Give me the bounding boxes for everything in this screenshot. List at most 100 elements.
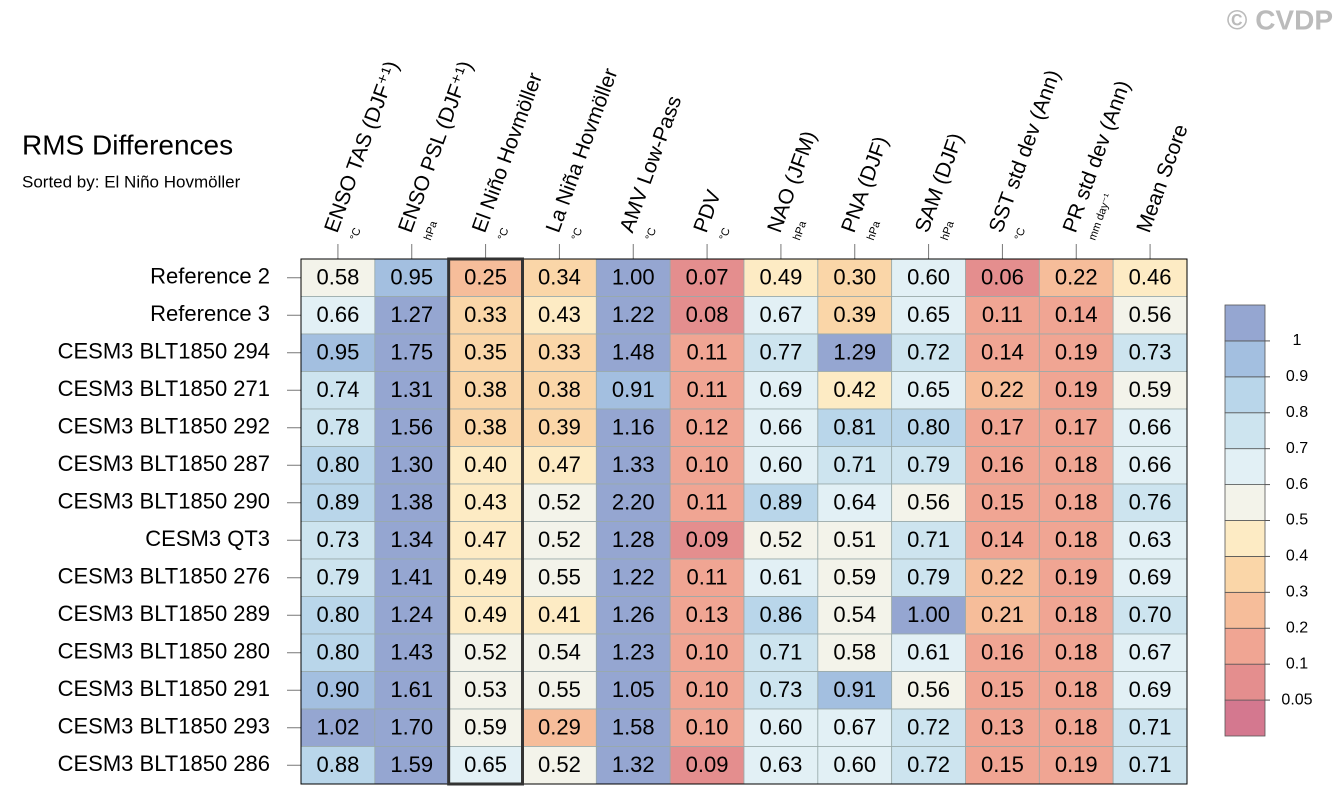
heatmap-cell — [595, 408, 671, 447]
cell-value: 0.52 — [464, 640, 507, 665]
cell-value: 0.10 — [686, 715, 729, 740]
cell-value: 0.69 — [1129, 677, 1172, 702]
row-label: CESM3 BLT1850 276 — [58, 564, 270, 589]
cell-value: 0.34 — [538, 265, 581, 290]
cell-value: 0.58 — [833, 640, 876, 665]
cell-value: 0.47 — [538, 452, 581, 477]
cell-value: 0.79 — [907, 565, 950, 590]
cell-value: 0.11 — [686, 377, 727, 402]
cell-value: 0.29 — [538, 715, 581, 740]
heatmap-cell — [965, 708, 1040, 747]
cell-value: 1.27 — [390, 302, 433, 327]
heatmap-cell — [669, 333, 745, 372]
heatmap-cell — [817, 671, 893, 710]
cell-value: 0.72 — [907, 340, 950, 365]
heatmap-cell — [300, 446, 376, 485]
heatmap-cell — [817, 596, 893, 635]
cell-value: 0.80 — [317, 602, 360, 627]
cell-value: 1.32 — [612, 752, 655, 777]
cell-value: 0.49 — [464, 602, 507, 627]
heatmap-cell — [595, 258, 671, 297]
heatmap-cell — [965, 746, 1040, 785]
heatmap-cell — [1038, 446, 1114, 485]
cell-value: 1.75 — [390, 340, 433, 365]
cell-value: 0.69 — [1129, 565, 1172, 590]
cell-value: 0.58 — [317, 265, 360, 290]
cell-value: 1.00 — [907, 602, 950, 627]
cell-value: 0.60 — [907, 265, 950, 290]
cell-value: 0.74 — [317, 377, 360, 402]
cell-value: 1.70 — [390, 715, 433, 740]
cell-value: 0.10 — [686, 640, 729, 665]
cell-value: 0.88 — [317, 752, 360, 777]
cell-value: 0.66 — [1129, 452, 1172, 477]
cell-value: 0.63 — [1129, 527, 1172, 552]
cell-value: 0.61 — [907, 640, 950, 665]
cell-value: 0.11 — [982, 302, 1023, 327]
cell-value: 0.52 — [538, 490, 581, 515]
cell-value: 0.51 — [833, 527, 876, 552]
column-label: El Niño Hovmöller — [468, 70, 547, 236]
heatmap-cell — [300, 408, 376, 447]
heatmap-cell — [300, 558, 376, 597]
column-label: La Niña Hovmöller — [542, 65, 623, 235]
cell-value: 1.26 — [612, 602, 655, 627]
cell-value: 0.64 — [833, 490, 876, 515]
row-label: CESM3 BLT1850 289 — [58, 601, 270, 626]
heatmap-cell — [448, 671, 523, 710]
cell-value: 0.95 — [317, 340, 360, 365]
cell-value: 0.16 — [981, 640, 1024, 665]
colorbar-swatch — [1224, 520, 1266, 557]
cell-value: 0.55 — [538, 677, 581, 702]
row-label: CESM3 BLT1850 291 — [58, 676, 270, 701]
column-unit: °C — [1013, 226, 1029, 242]
cell-value: 0.60 — [760, 452, 803, 477]
heatmap-cell — [1038, 633, 1114, 672]
cell-value: 0.10 — [686, 677, 729, 702]
column-label: AMV Low-Pass — [616, 93, 687, 236]
cell-value: 0.86 — [760, 602, 803, 627]
cell-value: 0.18 — [1055, 715, 1098, 740]
cell-value: 0.09 — [686, 527, 729, 552]
table-border — [300, 258, 1188, 785]
heatmap-cell — [1112, 633, 1188, 672]
heatmap-cell — [1112, 371, 1188, 410]
colorbar-label: 0.6 — [1286, 476, 1308, 493]
cell-value: 1.22 — [612, 302, 655, 327]
heatmap-cell — [448, 558, 523, 597]
cell-value: 0.14 — [1055, 302, 1098, 327]
cell-value: 0.67 — [760, 302, 803, 327]
cell-value: 0.18 — [1055, 527, 1098, 552]
cell-value: 0.49 — [464, 565, 507, 590]
cell-value: 0.22 — [981, 377, 1024, 402]
heatmap-cell — [448, 708, 523, 747]
colorbar-label: 0.2 — [1286, 619, 1308, 636]
cell-value: 0.18 — [1055, 452, 1098, 477]
row-label: Reference 2 — [150, 264, 270, 289]
cell-value: 0.71 — [833, 452, 876, 477]
cell-value: 0.72 — [907, 752, 950, 777]
cell-value: 1.16 — [612, 415, 655, 440]
heatmap-cell — [300, 521, 376, 560]
heatmap-cell — [1112, 671, 1188, 710]
cell-value: 0.56 — [907, 677, 950, 702]
heatmap-cell — [522, 746, 597, 785]
cell-value: 0.72 — [907, 715, 950, 740]
heatmap-cell — [595, 446, 671, 485]
heatmap-cell — [965, 408, 1040, 447]
colorbar-label: 0.7 — [1286, 440, 1308, 457]
heatmap-cell — [743, 258, 819, 297]
heatmap-cell — [374, 558, 450, 597]
heatmap-cell — [669, 633, 745, 672]
heatmap-cell — [522, 596, 597, 635]
cell-value: 0.69 — [760, 377, 803, 402]
cell-value: 0.15 — [981, 490, 1024, 515]
colorbar-swatch — [1224, 304, 1266, 342]
watermark: © CVDP — [1227, 4, 1333, 35]
row-label: CESM3 BLT1850 292 — [58, 414, 270, 439]
heatmap-cell — [522, 483, 597, 522]
column-unit: °C — [717, 226, 733, 242]
cell-value: 0.46 — [1129, 265, 1172, 290]
cell-value: 0.22 — [981, 565, 1024, 590]
heatmap-cell — [448, 371, 523, 410]
